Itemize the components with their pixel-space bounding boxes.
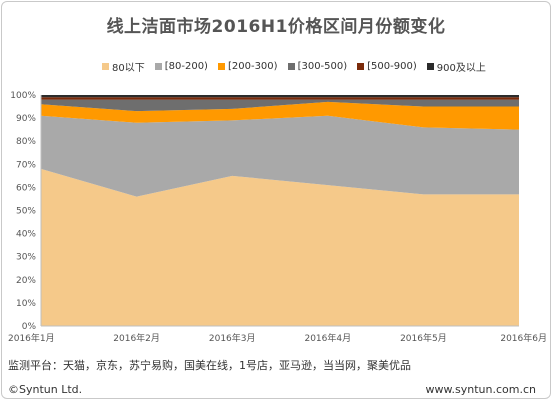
data-source-note: 监测平台：天猫，京东，苏宁易购，国美在线，1号店，亚马逊，当当网，聚美优品 (8, 359, 411, 372)
legend-item: 900及以上 (426, 59, 486, 74)
legend-swatch (154, 63, 162, 70)
legend-swatch (217, 63, 225, 70)
x-tick-label: 2016年5月 (400, 332, 447, 344)
x-tick-label: 2016年4月 (304, 332, 351, 344)
y-tick-label: 40% (16, 230, 36, 240)
website-link[interactable]: www.syntun.com.cn (425, 383, 536, 396)
legend-label: 900及以上 (436, 63, 486, 74)
legend-item: [300-500) (287, 59, 348, 74)
y-tick-label: 70% (16, 160, 36, 170)
copyright-text: ©Syntun Ltd. (8, 383, 83, 396)
chart-legend: 80以下 [80-200) [200-300) [300-500) [500-900) 9… (102, 59, 486, 74)
x-tick-label: 2016年3月 (209, 332, 256, 344)
legend-swatch (287, 63, 295, 70)
legend-label: [500-900) (367, 61, 417, 72)
legend-swatch (357, 63, 365, 70)
legend-label: 80以下 (112, 63, 145, 74)
area-series (41, 99, 519, 112)
y-tick-label: 10% (16, 299, 36, 309)
legend-label: [300-500) (297, 61, 348, 72)
legend-item: [200-300) (217, 59, 278, 74)
legend-label: [80-200) (164, 61, 208, 72)
area-chart: 0% 10% 20% 30% 40% 50% 60% 70% 80% 90% 100% 2016年1月… (8, 91, 547, 344)
area-series (41, 97, 519, 100)
legend-item: 80以下 (102, 59, 145, 74)
area-series (41, 168, 519, 326)
area-series (41, 95, 519, 98)
y-tick-label: 20% (16, 276, 36, 286)
y-tick-label: 30% (16, 253, 36, 263)
x-tick-label: 2016年1月 (8, 332, 55, 344)
y-tick-label: 80% (16, 137, 36, 147)
y-tick-label: 100% (10, 91, 36, 101)
y-tick-label: 50% (16, 207, 36, 217)
legend-swatch (102, 63, 109, 70)
legend-swatch (426, 63, 434, 70)
x-tick-label: 2016年2月 (113, 332, 160, 344)
area-series (41, 115, 519, 197)
y-tick-label: 0% (22, 322, 37, 332)
legend-item: [500-900) (357, 59, 417, 74)
x-tick-label: 2016年6月 (500, 332, 547, 344)
y-tick-label: 90% (16, 114, 36, 124)
chart-title: 线上洁面市场2016H1价格区间月份额变化 (106, 17, 446, 37)
legend-item: [80-200) (154, 59, 208, 74)
legend-label: [200-300) (227, 61, 278, 72)
y-tick-label: 60% (16, 183, 36, 193)
area-series (41, 101, 519, 130)
